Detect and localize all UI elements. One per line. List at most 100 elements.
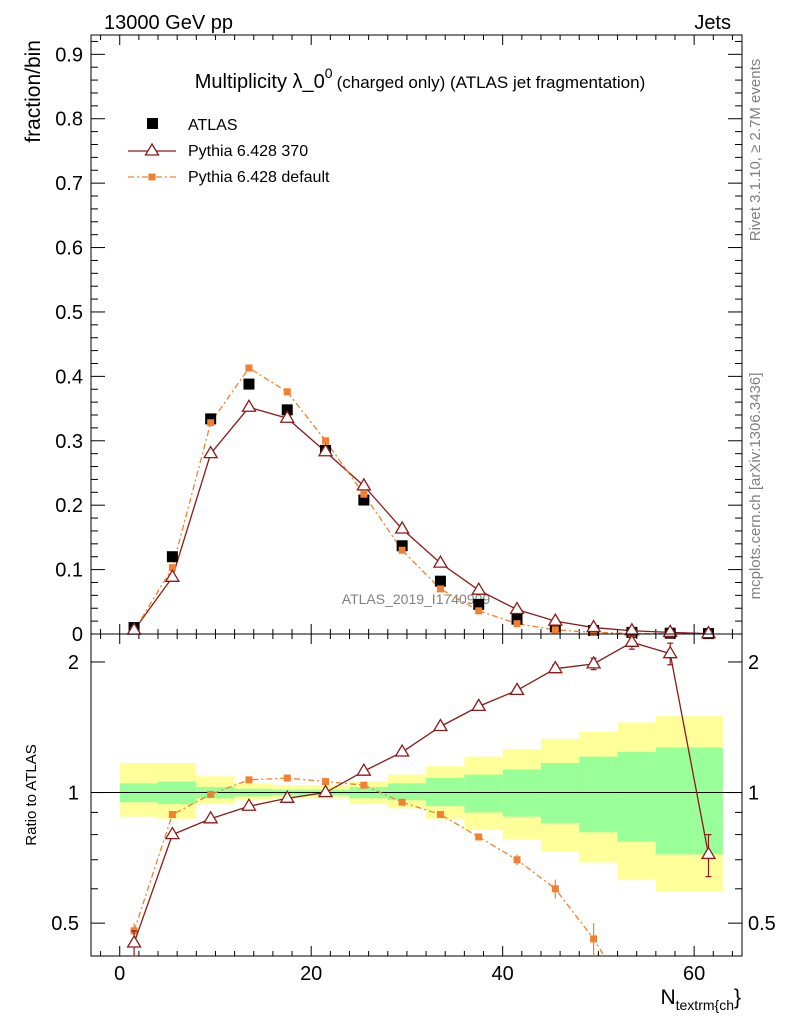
data-point-pythia-370 [279,409,295,423]
ratio-point-pythia-default [513,856,521,864]
ratio-point-pythia-370 [432,718,449,732]
data-point-pythia-370 [471,581,487,595]
series-line-pythia-370 [133,406,709,635]
y-tick-label: 0.2 [55,495,83,517]
ratio-point-pythia-default [283,774,291,782]
band-green-bin [579,756,618,833]
ratio-panel: Ratio to ATLAS 0 20 40 60 0.5 0.5 1 1 2 2 [23,633,776,985]
ratio-point-pythia-370 [700,846,717,860]
data-point-pythia-default [360,490,368,498]
data-point-pythia-370 [356,477,372,491]
x-axis-label-sub: textrm{ch [676,997,734,1013]
legend-marker-pythia-370 [144,142,160,156]
y-tick-label: 0.7 [55,173,83,195]
ratio-point-pythia-default [436,811,444,819]
ratio-point-pythia-370 [317,784,334,798]
data-point-pythia-370 [700,625,717,639]
chart-title-tail: (charged only) (ATLAS jet fragmentation) [337,73,646,92]
chart-title: Multiplicity λ_00 (charged only) (ATLAS j… [195,65,646,93]
chart-title-sup: 0 [325,65,333,81]
data-point-atlas [434,575,446,587]
ratio-point-pythia-370 [585,655,602,669]
ratio-tick-label-right: 0.5 [748,913,776,935]
data-point-pythia-default [513,620,521,628]
data-point-pythia-370 [509,601,525,615]
y-tick-label: 0.8 [55,109,83,131]
y-axis-label: fraction/bin [22,40,45,143]
data-point-pythia-370 [394,520,410,534]
data-point-pythia-370 [317,443,334,457]
ratio-point-pythia-default [207,790,215,798]
data-point-atlas [243,378,255,390]
series-line-pythia-default [133,367,709,635]
x-tick-label: 0 [114,963,125,985]
ratio-point-pythia-370 [241,797,257,811]
legend-label-pythia-default: Pythia 6.428 default [188,169,330,186]
y-tick-label: 0.1 [55,560,83,582]
data-point-atlas [396,540,408,552]
legend-marker-atlas [147,118,158,129]
ratio-line-pythia-default [133,777,605,957]
data-point-atlas [511,613,523,625]
data-point-pythia-370 [585,619,602,633]
data-point-pythia-default [168,564,176,572]
legend-label-atlas: ATLAS [188,117,238,134]
data-point-pythia-default [436,585,444,593]
band-green-bin [617,752,656,842]
data-point-pythia-default [551,626,559,634]
ratio-tick-label-right: 2 [748,652,759,674]
ratio-tick-label: 0.5 [51,913,79,935]
data-point-pythia-370 [432,554,449,568]
y-tick-label: 0.9 [55,44,83,66]
y-tick-label: 0 [72,624,83,646]
rivet-label: Rivet 3.1.10, ≥ 2.7M events [747,59,764,242]
data-point-pythia-370 [203,445,219,459]
y-tick-label: 0.5 [55,302,83,324]
data-point-pythia-default [590,628,598,636]
data-point-pythia-default [283,388,291,396]
ratio-point-pythia-default [360,781,368,789]
ratio-point-pythia-370 [203,810,219,824]
data-point-pythia-default [322,437,330,445]
band-green-bin [502,769,541,817]
ratio-point-pythia-default [245,776,253,784]
x-axis-label-main: N [660,986,675,1009]
main-panel: fraction/bin ATLAS_2019_I1740909 Multipl… [22,34,743,646]
ratio-point-pythia-default [322,778,330,786]
ratio-point-pythia-default [551,885,559,893]
process-label: Jets [694,12,731,34]
y-tick-label: 0.3 [55,431,83,453]
ratio-point-pythia-default [398,798,406,806]
energy-label: 13000 GeV pp [104,12,233,34]
data-point-pythia-370 [164,569,181,582]
x-axis-label: Ntextrm{ch} [660,986,741,1013]
x-axis-label-close: } [734,986,741,1009]
data-point-atlas [358,494,370,506]
ratio-point-pythia-370 [126,934,142,948]
data-point-pythia-370 [241,399,257,412]
data-point-pythia-370 [547,612,563,626]
ratio-point-pythia-370 [394,743,410,757]
ratio-y-axis-label: Ratio to ATLAS [23,744,40,845]
data-point-pythia-default [475,607,483,615]
ratio-point-pythia-370 [547,660,563,674]
legend-label-pythia-370: Pythia 6.428 370 [188,143,308,160]
uncertainty-bands [119,716,723,892]
ratio-point-pythia-370 [471,698,487,712]
data-point-atlas [281,404,293,416]
ratio-point-pythia-370 [509,682,525,696]
ratio-frame [90,633,743,957]
ratio-point-pythia-default [168,811,176,819]
ratio-point-pythia-370 [356,762,372,776]
band-green-bin [387,783,427,801]
ratio-line-pythia-370 [133,641,710,944]
band-green-bin [540,762,580,824]
analysis-watermark: ATLAS_2019_I1740909 [342,591,491,607]
legend: ATLAS Pythia 6.428 370 Pythia 6.428 defa… [128,117,330,186]
ratio-point-pythia-370 [164,826,181,840]
legend-marker-pythia-default [148,173,156,181]
ratio-tick-label: 2 [68,652,79,674]
ratio-point-pythia-370 [662,645,678,659]
data-point-atlas [205,413,217,425]
